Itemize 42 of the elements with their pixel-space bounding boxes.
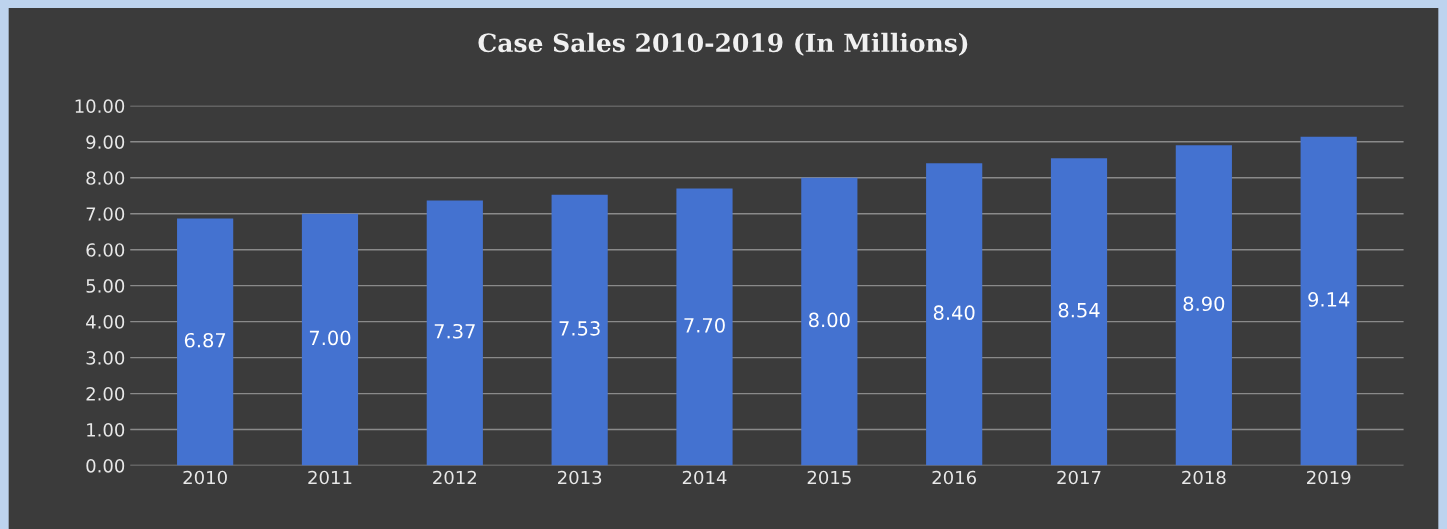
y-tick-label: 4.00 [86,315,125,329]
chart-title: Case Sales 2010-2019 (In Millions) [478,32,968,56]
data-label: 7.70 [684,317,725,333]
bar [1050,158,1108,466]
data-label: 7.37 [434,323,475,339]
x-tick-label: 2010 [183,470,227,485]
y-tick-label: 1.00 [87,423,125,437]
x-tick-label: 2015 [807,470,851,485]
y-tick-label: 10.00 [75,99,125,113]
y-tick-label: 2.00 [86,387,125,401]
bar [1300,136,1357,466]
data-label: 8.54 [1058,302,1100,318]
data-label: 6.87 [184,332,226,348]
data-label: 7.00 [309,330,351,346]
x-tick-label: 2017 [1057,470,1101,485]
x-tick-label: 2019 [1307,470,1351,485]
bar [676,188,733,466]
data-label: 8.90 [1183,296,1225,312]
data-label: 7.53 [559,321,600,336]
bar [801,177,858,466]
y-tick-label: 8.00 [86,171,125,185]
bar [1175,145,1232,466]
bar [551,194,608,466]
bar [177,218,234,466]
y-tick-label: 7.00 [86,207,125,221]
x-tick-label: 2013 [558,470,602,485]
bar [426,200,483,466]
bar [301,213,359,466]
x-tick-label: 2012 [433,470,476,485]
y-tick-label: 6.00 [86,243,125,257]
data-label: 8.00 [809,312,850,328]
x-tick-label: 2011 [308,470,352,485]
y-tick-label: 0.00 [86,458,125,473]
data-label: 8.40 [933,305,975,321]
y-tick-label: 5.00 [86,279,125,293]
x-tick-label: 2014 [682,470,727,485]
y-tick-label: 3.00 [86,351,125,365]
x-tick-label: 2018 [1182,470,1226,485]
x-tick-label: 2016 [932,470,977,485]
data-label: 9.14 [1308,292,1350,307]
bar [926,163,983,466]
y-tick-label: 9.00 [86,135,125,149]
